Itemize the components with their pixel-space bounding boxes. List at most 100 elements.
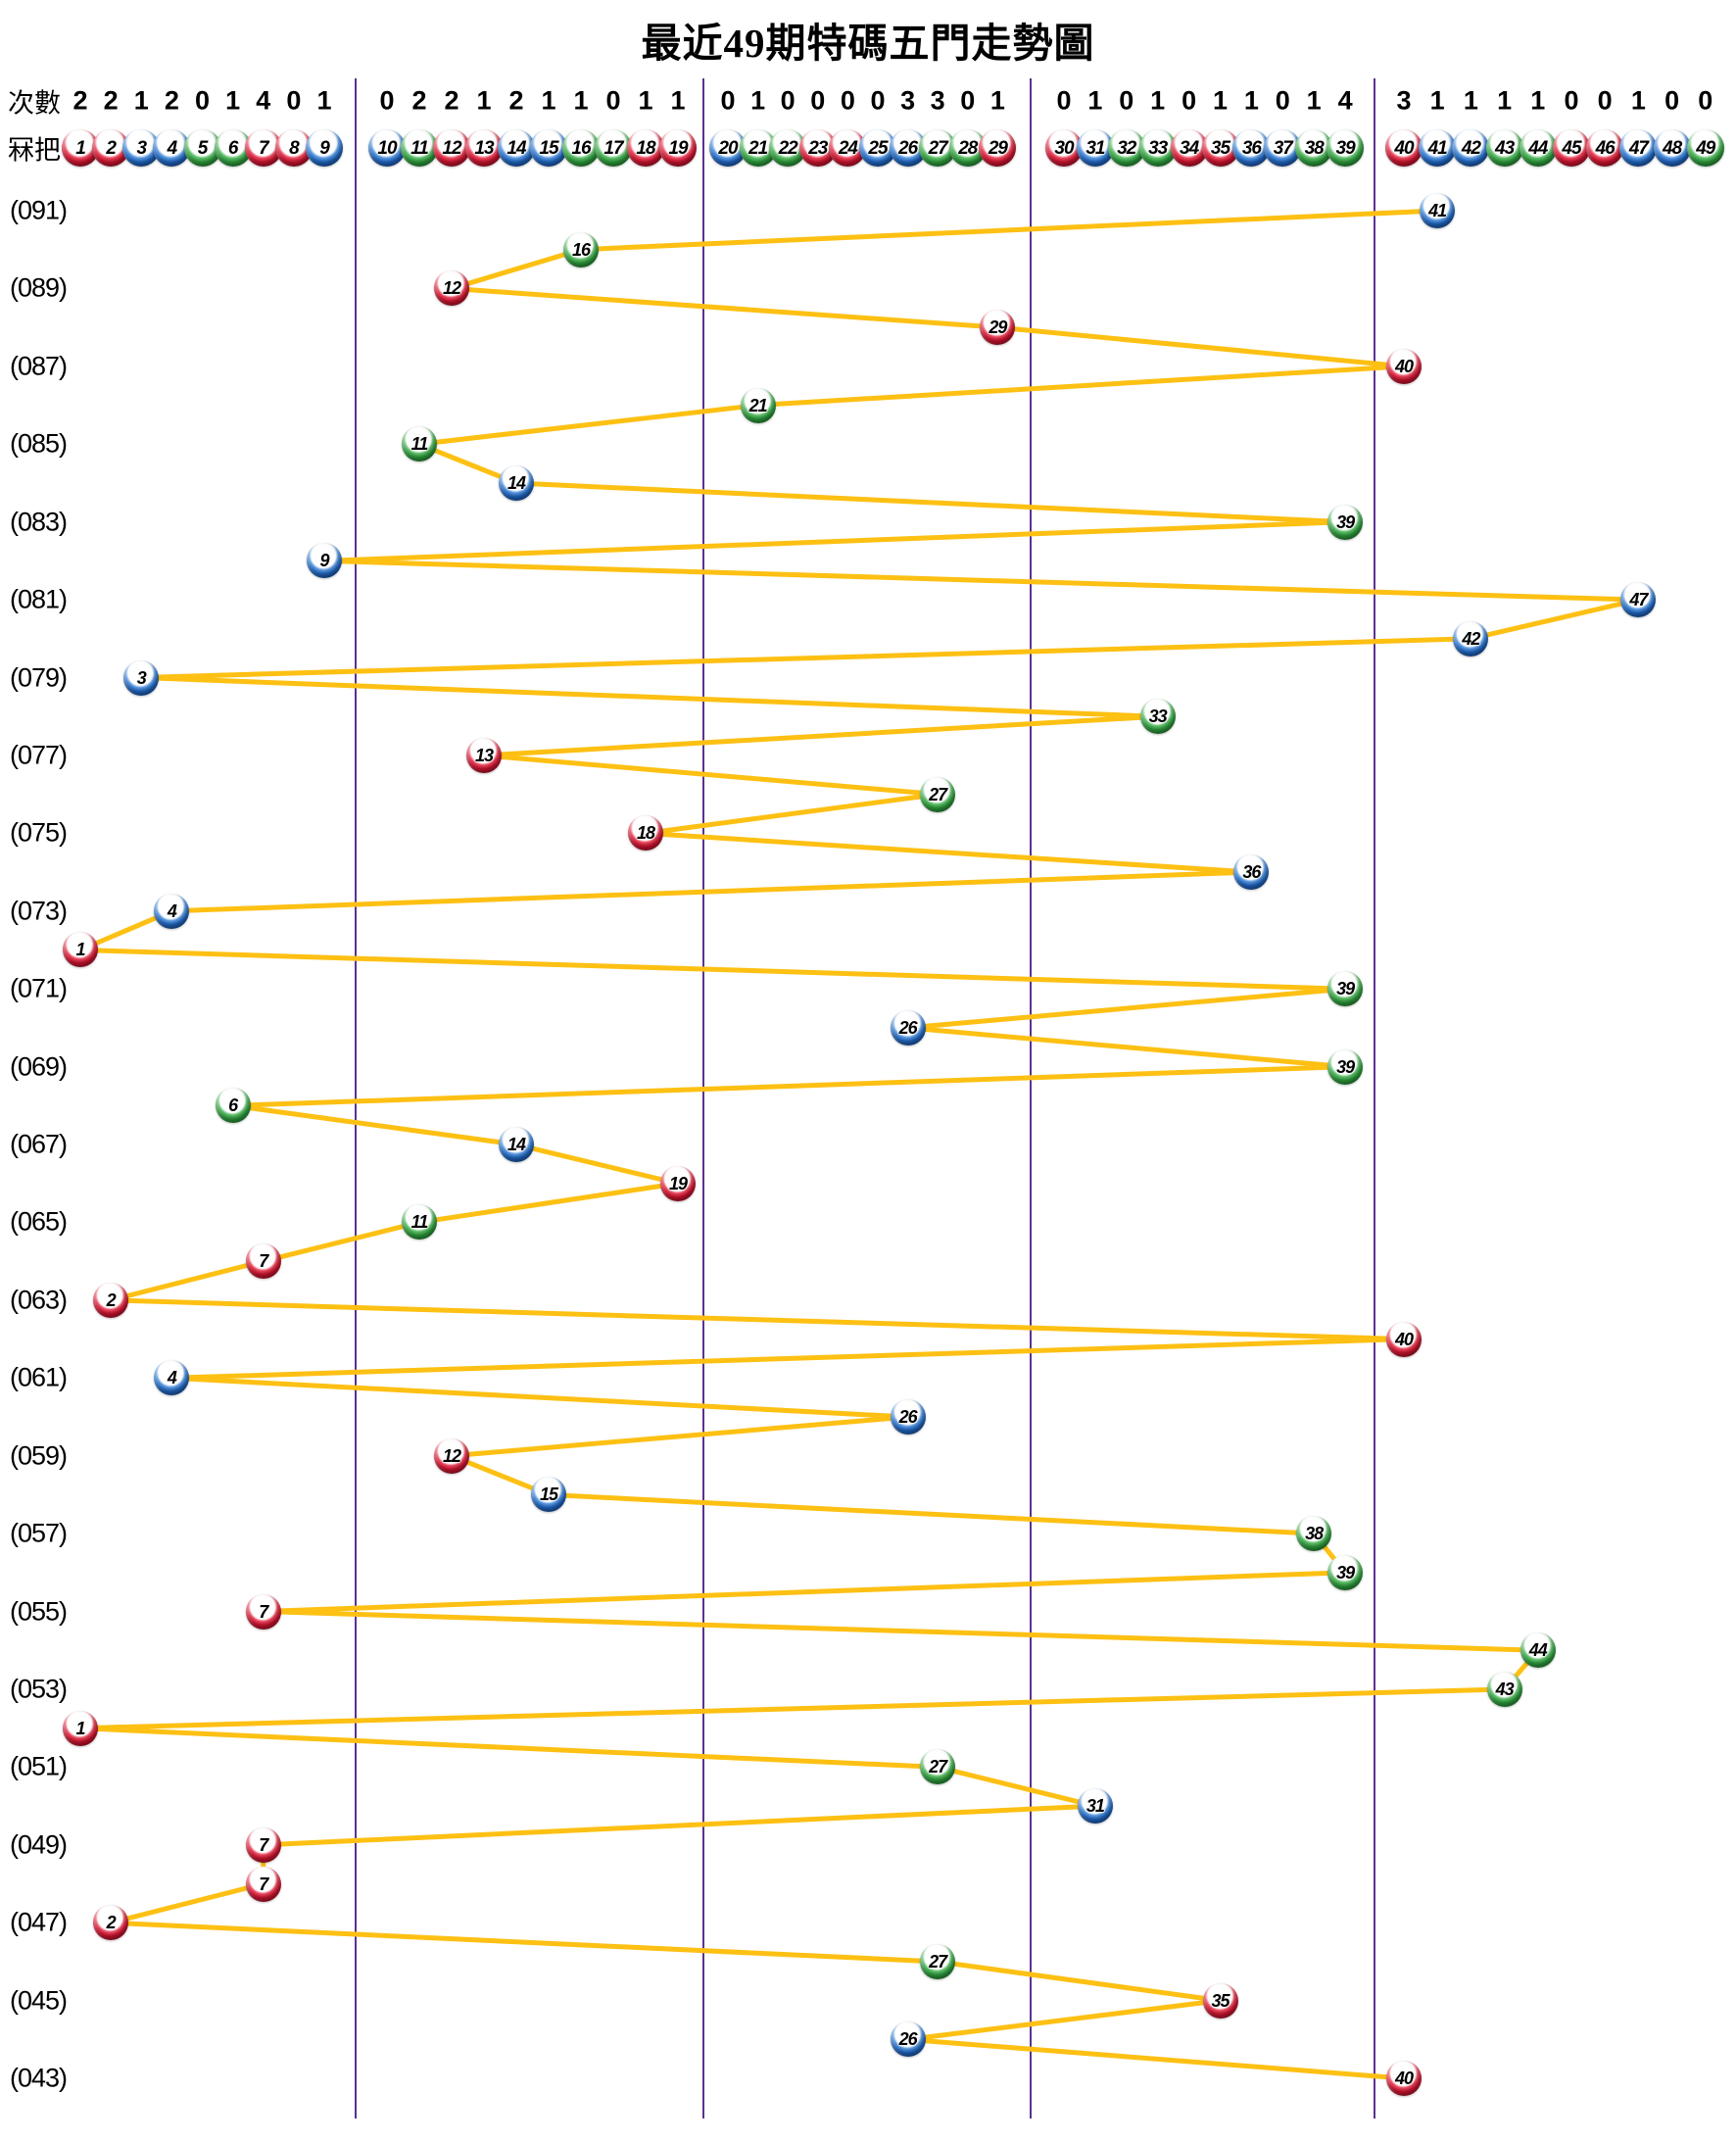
ball-number: 19: [668, 1173, 688, 1193]
ball-7: 7: [245, 1243, 281, 1280]
count-value-8: 0: [286, 85, 302, 116]
count-value-2: 2: [103, 85, 119, 116]
ball-26: 26: [890, 1399, 926, 1435]
ball-number: 3: [136, 667, 147, 688]
period-label: (077): [10, 740, 68, 770]
period-label: (051): [10, 1751, 68, 1781]
ball-number: 7: [259, 1834, 268, 1855]
count-value-45: 0: [1564, 85, 1579, 116]
count-value-19: 1: [670, 85, 686, 116]
ball-18: 18: [628, 815, 663, 852]
ball-39: 39: [1326, 129, 1365, 167]
count-value-11: 2: [411, 85, 427, 116]
ball-15: 15: [531, 1477, 566, 1513]
ball-3: 3: [123, 659, 160, 696]
ball-number: 5: [197, 137, 209, 159]
ball-number: 27: [929, 1757, 947, 1777]
count-value-36: 1: [1243, 85, 1259, 116]
ball-29: 29: [979, 129, 1017, 167]
ball-41: 41: [1420, 193, 1456, 228]
ball-39: 39: [1327, 504, 1364, 540]
count-value-5: 0: [194, 85, 211, 116]
period-label: (049): [10, 1829, 68, 1860]
count-value-7: 4: [256, 85, 271, 116]
ball-number: 1: [75, 137, 86, 159]
ball-37: 37: [1264, 129, 1302, 167]
count-value-6: 1: [225, 85, 241, 116]
ball-number: 39: [1336, 511, 1355, 532]
count-value-35: 1: [1212, 85, 1229, 116]
ball-number: 2: [106, 1913, 117, 1933]
page-title: 最近49期特碼五門走勢圖: [641, 21, 1095, 66]
period-label: (081): [10, 584, 68, 614]
ball-43: 43: [1486, 1671, 1522, 1707]
period-label: (069): [10, 1051, 68, 1082]
ball-number: 22: [778, 137, 798, 159]
period-label: (043): [10, 2063, 68, 2093]
ball-number: 41: [1428, 201, 1447, 220]
ball-17: 17: [595, 129, 632, 167]
ball-21: 21: [740, 387, 776, 423]
ball-40: 40: [1385, 129, 1423, 167]
period-label: (085): [10, 428, 68, 459]
ball-number: 18: [636, 823, 655, 844]
ball-number: 8: [289, 137, 300, 159]
count-value-4: 2: [164, 85, 179, 116]
period-label: (057): [10, 1518, 68, 1548]
ball-number: 13: [474, 137, 494, 159]
ball-number: 18: [636, 137, 655, 159]
count-value-14: 2: [508, 85, 524, 116]
ball-19: 19: [660, 1165, 696, 1201]
period-label: (063): [10, 1285, 68, 1315]
ball-number: 43: [1495, 137, 1515, 159]
ball-8: 8: [274, 129, 313, 167]
ball-13: 13: [466, 737, 502, 773]
ball-number: 17: [603, 137, 623, 159]
ball-11: 11: [401, 129, 438, 167]
period-label: (053): [10, 1674, 68, 1704]
ball-number: 35: [1211, 1990, 1230, 2011]
ball-number: 15: [539, 137, 558, 159]
period-label: (059): [10, 1440, 68, 1471]
ball-number: 16: [571, 239, 591, 260]
ball-number: 47: [1628, 137, 1649, 159]
period-label: (089): [10, 272, 68, 303]
ball-number: 39: [1335, 137, 1356, 159]
ball-12: 12: [433, 129, 470, 167]
count-value-21: 1: [750, 85, 766, 116]
ball-number: 3: [136, 137, 147, 159]
ball-number: 38: [1305, 1524, 1324, 1544]
count-value-41: 1: [1429, 85, 1445, 116]
count-value-46: 0: [1597, 85, 1613, 116]
ball-number: 16: [571, 137, 591, 159]
ball-number: 40: [1394, 356, 1414, 376]
period-label: (055): [10, 1596, 68, 1627]
count-value-10: 0: [379, 85, 395, 116]
ball-number: 25: [868, 137, 888, 159]
ball-13: 13: [465, 129, 503, 167]
ball-2: 2: [93, 1282, 129, 1318]
count-value-12: 2: [444, 85, 459, 116]
ball-number: 7: [259, 1601, 268, 1622]
ball-38: 38: [1295, 129, 1333, 167]
count-value-43: 1: [1497, 85, 1513, 116]
count-value-1: 2: [72, 85, 88, 116]
ball-number: 35: [1210, 137, 1230, 159]
ball-40: 40: [1386, 348, 1422, 384]
trend-line: [77, 208, 1641, 2081]
count-value-9: 1: [316, 85, 332, 116]
ball-number: 7: [259, 1251, 268, 1272]
count-value-25: 0: [870, 85, 886, 116]
ball-number: 26: [898, 2029, 918, 2050]
ball-39: 39: [1327, 1048, 1364, 1085]
ball-number: 4: [167, 137, 178, 159]
ball-number: 11: [410, 434, 429, 455]
ball-48: 48: [1653, 129, 1691, 167]
ball-25: 25: [859, 129, 896, 167]
ball-9: 9: [307, 543, 342, 579]
counts-row-label: 次數: [8, 88, 61, 119]
ball-number: 37: [1273, 137, 1293, 159]
ball-number: 14: [506, 137, 526, 159]
ball-4: 4: [154, 1360, 190, 1396]
count-value-27: 3: [930, 85, 945, 116]
